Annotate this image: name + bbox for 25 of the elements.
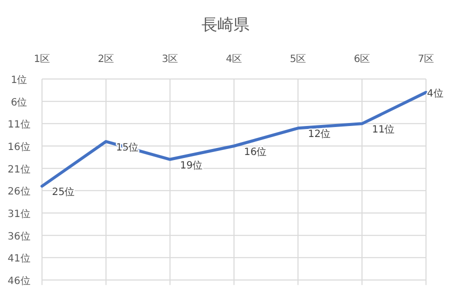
x-tick-label: 1区 [34, 54, 50, 65]
data-label: 25位 [52, 186, 75, 198]
y-tick-label: 31位 [8, 208, 30, 220]
y-tick-label: 46位 [8, 275, 30, 287]
y-tick-label: 1位 [10, 74, 28, 86]
y-tick-label: 11位 [8, 118, 30, 131]
x-tick-label: 5区 [290, 54, 306, 65]
x-tick-label: 2区 [98, 54, 114, 65]
x-tick-label: 6区 [354, 54, 370, 65]
data-label: 12位 [308, 128, 331, 140]
data-label: 19位 [180, 159, 203, 172]
y-tick-label: 36位 [8, 230, 30, 242]
y-tick-label: 16位 [8, 141, 30, 153]
y-tick-label: 6位 [10, 96, 28, 108]
data-label: 4位 [427, 87, 444, 100]
x-tick-label: 4区 [226, 54, 242, 65]
line-series [40, 90, 428, 188]
x-tick-label: 7区 [418, 54, 434, 65]
y-tick-label: 21位 [8, 163, 30, 176]
data-label: 16位 [244, 146, 267, 158]
chart-title: 長崎県 [202, 15, 250, 34]
y-tick-label: 26位 [8, 186, 30, 198]
x-tick-label: 3区 [162, 54, 178, 65]
y-tick-label: 41位 [8, 252, 30, 265]
data-label: 11位 [372, 124, 395, 136]
